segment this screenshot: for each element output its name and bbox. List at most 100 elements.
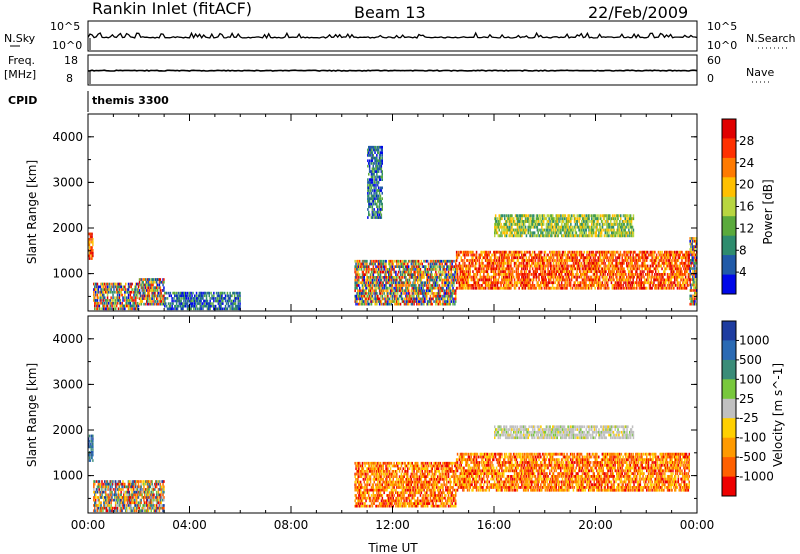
echo-cell bbox=[387, 278, 389, 282]
echo-cell bbox=[672, 286, 674, 290]
echo-cell bbox=[237, 294, 239, 298]
echo-cell bbox=[446, 300, 448, 303]
echo-cell bbox=[134, 290, 136, 294]
echo-cell bbox=[467, 273, 470, 276]
echo-cell bbox=[175, 302, 178, 305]
echo-cell bbox=[586, 256, 588, 260]
echo-cell bbox=[452, 273, 454, 276]
echo-cell bbox=[390, 286, 393, 290]
echo-cell bbox=[664, 256, 666, 260]
echo-cell bbox=[371, 159, 374, 163]
echo-cell bbox=[390, 284, 393, 287]
echo-cell bbox=[560, 278, 562, 282]
echo-cell bbox=[368, 297, 370, 301]
echo-cell bbox=[410, 265, 413, 268]
echo-cell bbox=[665, 267, 667, 271]
echo-cell bbox=[378, 278, 380, 282]
echo-cell bbox=[442, 278, 444, 282]
echo-cell bbox=[368, 286, 371, 290]
echo-cell bbox=[522, 275, 525, 279]
echo-cell bbox=[640, 281, 642, 285]
echo-cell bbox=[432, 297, 434, 301]
echo-cell bbox=[595, 278, 597, 282]
echo-cell bbox=[378, 297, 380, 301]
echo-cell bbox=[447, 268, 450, 271]
echo-cell bbox=[494, 217, 497, 221]
echo-cell bbox=[368, 154, 370, 157]
echo-cell bbox=[604, 286, 606, 290]
echo-cell bbox=[589, 278, 592, 282]
echo-cell bbox=[670, 270, 672, 273]
echo-cell bbox=[537, 275, 539, 279]
echo-cell bbox=[420, 259, 423, 263]
echo-cell bbox=[360, 294, 363, 298]
echo-cell bbox=[368, 284, 371, 287]
echo-cell bbox=[413, 259, 415, 263]
echo-cell bbox=[381, 145, 383, 149]
echo-cell bbox=[510, 286, 512, 290]
echo-cell bbox=[402, 281, 404, 285]
echo-cell bbox=[426, 286, 429, 290]
echo-cell bbox=[523, 253, 526, 257]
echo-cell bbox=[447, 281, 450, 285]
echo-cell bbox=[103, 285, 105, 289]
echo-cell bbox=[104, 301, 106, 305]
echo-cell bbox=[153, 286, 155, 290]
echo-cell bbox=[522, 253, 524, 257]
echo-cell bbox=[438, 294, 441, 298]
echo-cell bbox=[366, 268, 368, 271]
echo-cell bbox=[102, 307, 104, 311]
echo-cell bbox=[395, 278, 397, 282]
echo-cell bbox=[372, 213, 374, 217]
echo-cell bbox=[360, 265, 363, 268]
echo-cell bbox=[505, 228, 508, 232]
echo-cell bbox=[389, 259, 392, 263]
echo-cell bbox=[597, 275, 599, 279]
echo-cell bbox=[372, 156, 374, 160]
echo-cell bbox=[474, 259, 477, 262]
echo-cell bbox=[438, 276, 441, 279]
echo-cell bbox=[569, 264, 572, 268]
echo-cell bbox=[388, 273, 390, 276]
echo-cell bbox=[144, 294, 146, 298]
echo-cell bbox=[359, 292, 362, 295]
echo-cell bbox=[593, 270, 595, 273]
echo-cell bbox=[445, 270, 447, 274]
echo-cell bbox=[462, 270, 464, 273]
echo-cell bbox=[572, 256, 575, 260]
echo-cell bbox=[362, 292, 365, 295]
echo-cell bbox=[456, 256, 459, 260]
echo-cell bbox=[559, 259, 561, 262]
echo-cell bbox=[444, 284, 446, 287]
echo-cell bbox=[101, 293, 103, 297]
echo-cell bbox=[236, 291, 239, 295]
echo-cell bbox=[484, 253, 486, 257]
echo-cell bbox=[560, 253, 563, 257]
echo-cell bbox=[570, 275, 573, 279]
echo-cell bbox=[498, 273, 500, 276]
echo-cell bbox=[562, 250, 565, 254]
echo-cell bbox=[465, 250, 468, 254]
echo-cell bbox=[604, 256, 606, 260]
echo-cell bbox=[635, 256, 637, 260]
echo-cell bbox=[396, 265, 398, 268]
echo-cell bbox=[412, 259, 414, 263]
echo-cell bbox=[658, 261, 661, 265]
echo-cell bbox=[538, 264, 540, 268]
echo-cell bbox=[371, 205, 374, 209]
echo-cell bbox=[549, 281, 551, 285]
echo-cell bbox=[621, 256, 623, 260]
echo-cell bbox=[136, 282, 138, 286]
echo-cell bbox=[123, 296, 125, 300]
echo-cell bbox=[521, 281, 523, 285]
echo-cell bbox=[156, 289, 159, 292]
echo-cell bbox=[491, 259, 493, 262]
echo-cell bbox=[223, 307, 226, 311]
echo-cell bbox=[494, 222, 496, 226]
echo-cell bbox=[613, 284, 615, 287]
echo-cell bbox=[441, 270, 443, 274]
echo-cell bbox=[496, 256, 499, 260]
echo-cell bbox=[541, 275, 543, 279]
echo-cell bbox=[171, 299, 173, 303]
echo-cell bbox=[602, 250, 604, 254]
